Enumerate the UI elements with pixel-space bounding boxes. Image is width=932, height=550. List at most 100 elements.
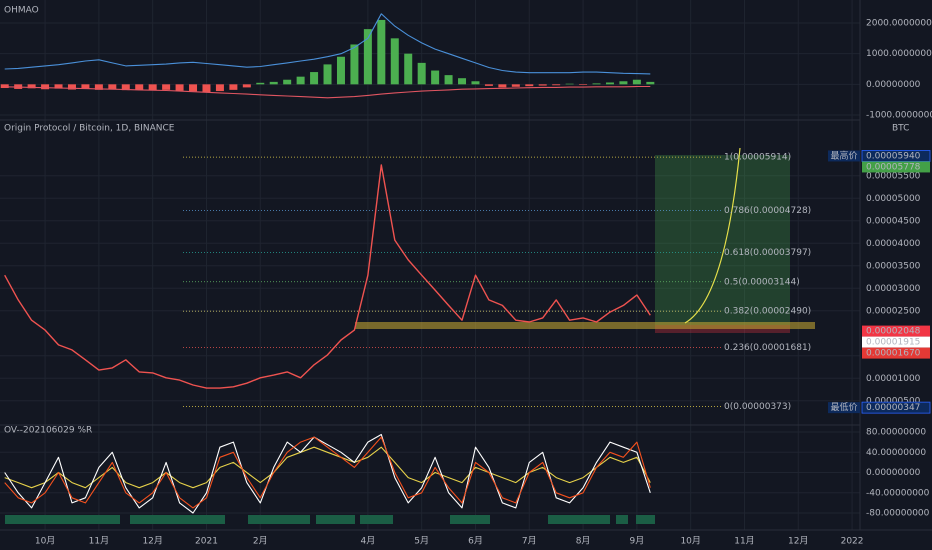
- fib-label: 0.5(0.00003144): [724, 277, 800, 287]
- x-tick-label: 11月: [89, 536, 109, 547]
- y-tick-label: 80.00000000: [866, 428, 926, 438]
- bar: [417, 62, 426, 85]
- bar: [592, 83, 601, 85]
- y-tick-label: 0.00001000: [866, 374, 921, 384]
- x-tick-label: 11月: [734, 536, 754, 547]
- panel-title: OHMAO: [4, 6, 39, 16]
- bar: [336, 56, 345, 85]
- bar: [565, 83, 574, 85]
- y-tick-label: 0.00000500: [866, 396, 921, 406]
- price-tag-label: 0.00000347: [866, 403, 920, 413]
- price-tag-marker-label: 最低价: [830, 401, 857, 413]
- series-line: [4, 436, 651, 509]
- bar: [215, 84, 224, 92]
- bar: [390, 38, 399, 85]
- bar: [471, 81, 480, 85]
- x-tick-label: 5月: [414, 536, 429, 547]
- fib-label: 1(0.00005914): [724, 153, 791, 163]
- x-tick-label: 7月: [522, 536, 537, 547]
- bar: [484, 84, 493, 86]
- bar: [242, 84, 251, 88]
- signal-bar: [5, 515, 120, 524]
- y-tick-label: 0.00005000: [866, 194, 921, 204]
- bar: [444, 75, 453, 85]
- price-tag: [862, 325, 930, 337]
- bar: [498, 84, 507, 88]
- signal-bar: [316, 515, 355, 524]
- panel-title: OV--202106029 %R: [4, 426, 92, 436]
- bar: [148, 84, 157, 91]
- bar: [538, 84, 547, 86]
- bar: [552, 84, 561, 86]
- price-tag-label: 0.00001915: [866, 338, 920, 348]
- x-tick-label: 12月: [142, 536, 162, 547]
- x-tick-label: 2021: [195, 537, 218, 547]
- x-tick-label: 2月: [253, 536, 268, 547]
- series-line: [4, 446, 651, 489]
- bar: [511, 84, 520, 87]
- price-tag-label: 0.00002048: [866, 327, 921, 337]
- x-tick-label: 4月: [361, 536, 376, 547]
- bar: [431, 70, 440, 85]
- bar: [619, 81, 628, 85]
- y-tick-label: 2000.00000000: [866, 19, 932, 29]
- support-band: [355, 322, 815, 329]
- bar: [646, 81, 655, 85]
- signal-bar: [130, 515, 225, 524]
- bar: [202, 84, 211, 92]
- bar: [67, 84, 76, 90]
- y-tick-label: 0.00004500: [866, 216, 921, 226]
- y-tick-label: 0.00000000: [866, 80, 921, 90]
- price-tag-label: 0.00005940: [866, 151, 921, 161]
- price-tag-marker: [828, 150, 860, 162]
- projection-curve: [684, 147, 741, 324]
- bar: [632, 79, 641, 85]
- y-tick-label: 0.00000000: [866, 468, 921, 478]
- bar: [135, 84, 144, 90]
- bar: [269, 81, 278, 85]
- fib-label: 0(0.00000373): [724, 402, 791, 412]
- y-tick-label: 0.00002500: [866, 306, 921, 316]
- bar: [363, 29, 372, 85]
- x-tick-label: 10月: [35, 536, 55, 547]
- signal-bar: [248, 515, 310, 524]
- series-line: [4, 433, 651, 514]
- bar: [605, 82, 614, 85]
- bar: [377, 19, 386, 85]
- series-line: [4, 85, 651, 99]
- signal-bar: [548, 515, 610, 524]
- bar: [458, 78, 467, 85]
- signal-bars: [5, 515, 655, 524]
- y-tick-label: -1000.00000000: [866, 111, 932, 121]
- bar: [121, 84, 130, 91]
- y-tick-label: 40.00000000: [866, 448, 926, 458]
- series-line: [4, 164, 651, 389]
- bar: [54, 84, 63, 89]
- bar: [81, 84, 90, 89]
- bar: [310, 72, 319, 85]
- bar: [27, 84, 36, 89]
- unit-label: BTC: [892, 124, 909, 134]
- y-tick-label: 1000.00000000: [866, 49, 932, 59]
- bar: [283, 79, 292, 85]
- profit-zone: [655, 155, 790, 325]
- bar: [0, 84, 9, 89]
- bar: [94, 84, 103, 90]
- bar: [323, 64, 332, 85]
- y-tick-label: 0.00005500: [866, 171, 921, 181]
- price-tag-marker: [828, 402, 860, 414]
- y-tick-label: 0.00003500: [866, 261, 921, 271]
- price-tag-marker-label: 最高价: [830, 149, 857, 161]
- bar: [350, 44, 359, 85]
- fib-label: 0.236(0.00001681): [724, 343, 811, 353]
- price-tag: [862, 336, 930, 348]
- x-tick-label: 12月: [788, 536, 808, 547]
- bar: [229, 84, 238, 90]
- bar: [525, 84, 534, 87]
- x-tick-label: 6月: [468, 536, 483, 547]
- x-tick-label: 9月: [630, 536, 645, 547]
- signal-bar: [450, 515, 490, 524]
- price-tag: [861, 401, 931, 414]
